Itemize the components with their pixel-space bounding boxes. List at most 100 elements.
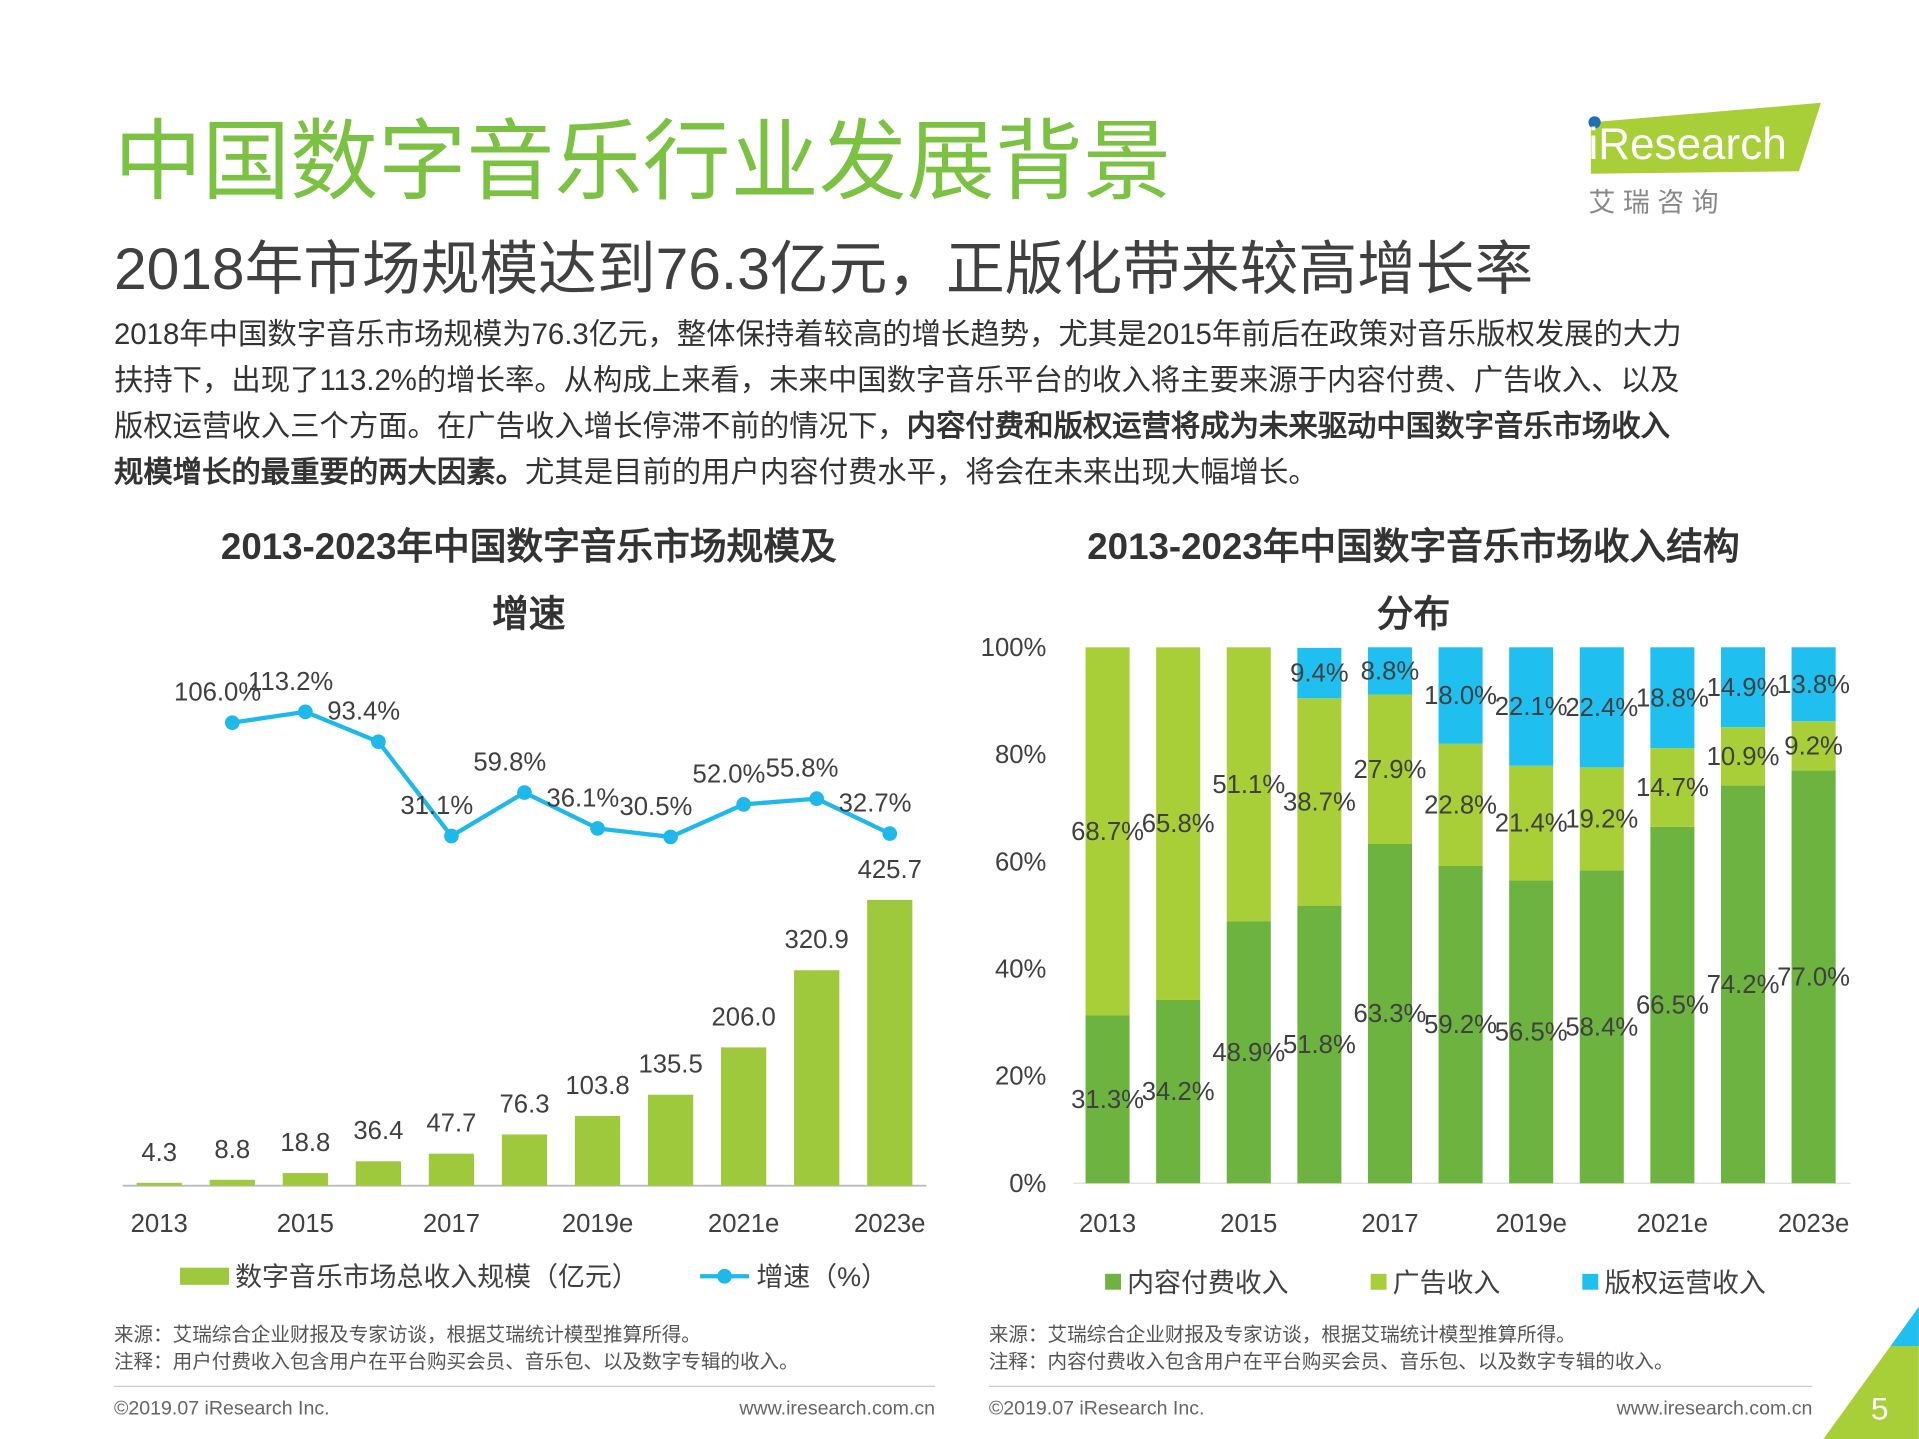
data-label: 32.7% <box>839 790 912 818</box>
subtitle: 2018年市场规模达到76.3亿元，正版化带来较高增长率 <box>114 237 1533 302</box>
data-label: 9.4% <box>1290 660 1349 688</box>
bar-segment <box>1720 785 1766 1184</box>
data-label: 320.9 <box>785 926 849 954</box>
bar-segment <box>1438 647 1483 744</box>
line-point <box>882 826 898 841</box>
data-label: 59.8% <box>473 749 546 777</box>
data-label: 51.8% <box>1283 1031 1356 1059</box>
bar-segment <box>1791 770 1836 1184</box>
data-label: 30.5% <box>619 793 692 821</box>
line-point <box>663 829 678 845</box>
logo-dot <box>1588 116 1601 129</box>
bar-segment <box>1791 721 1836 771</box>
legend-marker <box>717 1268 732 1284</box>
bar <box>721 1047 767 1186</box>
bar-segment <box>1650 647 1695 749</box>
line <box>231 709 891 840</box>
data-label: 93.4% <box>327 698 400 726</box>
x-tick-label: 2023e <box>1778 1210 1849 1238</box>
data-label: 74.2% <box>1707 971 1780 999</box>
bar-segment <box>1226 647 1271 922</box>
data-label: 135.5 <box>638 1051 702 1079</box>
x-tick-label: 2015 <box>1220 1210 1277 1238</box>
body-run: 版权运营收入三个方面。在广告收入增长停滞不前的情况下， <box>114 410 907 443</box>
bar <box>574 1116 621 1186</box>
bar-segment <box>1579 767 1624 871</box>
data-label: 56.5% <box>1495 1018 1568 1046</box>
data-label: 21.4% <box>1495 810 1568 838</box>
data-label: 106.0% <box>174 679 261 707</box>
data-label: 13.8% <box>1777 671 1850 699</box>
data-label: 76.3 <box>499 1090 549 1118</box>
logo-badge <box>1590 102 1821 174</box>
bar <box>501 1134 548 1186</box>
bar-segment <box>1156 999 1201 1184</box>
data-label: 19.2% <box>1565 805 1638 833</box>
corner-deco <box>1823 1306 1919 1439</box>
line-point <box>517 785 532 800</box>
bar <box>209 1179 255 1186</box>
bar-segment <box>1650 826 1695 1184</box>
bar-segment <box>1579 870 1624 1184</box>
x-tick-label: 2013 <box>131 1210 188 1238</box>
data-label: 4.3 <box>141 1139 177 1167</box>
data-label: 9.2% <box>1784 732 1843 760</box>
data-label: 47.7 <box>426 1110 476 1138</box>
data-label: 52.0% <box>693 760 766 788</box>
bar-segment <box>1085 647 1130 1016</box>
data-label: 68.7% <box>1071 818 1144 846</box>
source: 来源：艾瑞综合企业财报及专家访谈，根据艾瑞统计模型推算所得。 <box>989 1324 1576 1346</box>
bar-segment <box>1509 647 1554 766</box>
y-tick-label: 20% <box>995 1063 1046 1091</box>
note: 注释：内容付费收入包含用户在平台购买会员、音乐包、以及数字专辑的收入。 <box>989 1351 1674 1373</box>
chart-title: 增速 <box>492 594 566 635</box>
data-label: 58.4% <box>1565 1013 1638 1041</box>
bar <box>428 1153 475 1186</box>
legend-label: 增速（%） <box>756 1262 888 1292</box>
body-run: 2018年中国数字音乐市场规模为76.3亿元，整体保持着较高的增长趋势，尤其是2… <box>114 318 1682 351</box>
data-label: 34.2% <box>1142 1078 1215 1106</box>
bar-segment <box>1297 905 1342 1184</box>
x-tick-label: 2017 <box>1361 1210 1418 1238</box>
bar-segment <box>1438 865 1483 1184</box>
line-point <box>298 704 313 720</box>
data-label: 206.0 <box>712 1003 776 1031</box>
bar-segment <box>1791 647 1836 722</box>
page-number: 5 <box>1871 1390 1889 1426</box>
line-point <box>371 734 386 750</box>
data-label: 77.0% <box>1777 963 1850 991</box>
x-tick-label: 2021e <box>708 1210 779 1238</box>
bar-segment <box>1720 727 1766 786</box>
legend-label: 内容付费收入 <box>1127 1268 1288 1298</box>
body-run: 内容付费和版权运营将成为未来驱动中国数字音乐市场收入 <box>907 409 1670 443</box>
body-run: 规模增长的最重要的两大因素。 <box>114 456 525 489</box>
legend-swatch <box>1370 1273 1387 1290</box>
data-label: 31.3% <box>1071 1086 1144 1114</box>
page-title: 中国数字音乐行业发展背景 <box>114 112 1171 211</box>
bar <box>867 899 913 1186</box>
data-label: 113.2% <box>248 668 333 696</box>
data-label: 8.8 <box>214 1136 250 1164</box>
legend-swatch <box>1105 1273 1122 1290</box>
line-point <box>590 821 605 836</box>
data-label: 65.8% <box>1142 810 1215 838</box>
x-tick-label: 2023e <box>854 1210 925 1238</box>
bar-segment <box>1650 748 1695 827</box>
chart-title: 2013-2023年中国数字音乐市场收入结构 <box>1087 526 1739 567</box>
bar-segment <box>1509 880 1554 1184</box>
data-label: 22.8% <box>1424 791 1497 819</box>
logo-cn: 艾 瑞 咨 询 <box>1588 188 1718 218</box>
x-tick-label: 2015 <box>277 1210 334 1238</box>
corner-deco <box>1890 1306 1919 1347</box>
data-label: 63.3% <box>1354 1000 1427 1028</box>
data-label: 38.7% <box>1283 788 1356 816</box>
bar-segment <box>1367 694 1413 845</box>
data-label: 48.9% <box>1212 1039 1285 1067</box>
bar-segment <box>1156 647 1201 1000</box>
body-line: 规模增长的最重要的两大因素。尤其是目前的用户内容付费水平，将会在未来出现大幅增长… <box>114 456 1318 489</box>
bar <box>647 1094 694 1186</box>
line-point <box>736 797 751 812</box>
data-label: 22.1% <box>1495 693 1568 721</box>
